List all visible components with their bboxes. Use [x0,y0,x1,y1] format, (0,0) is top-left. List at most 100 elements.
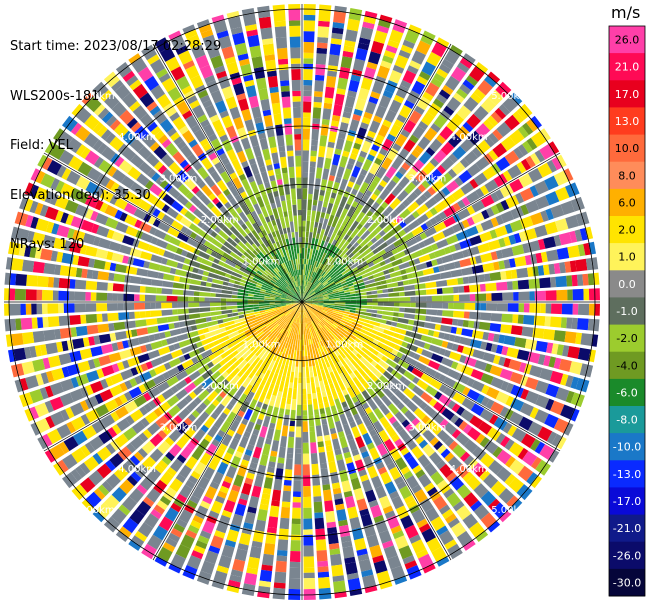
velocity-cell [369,120,381,134]
velocity-cell [107,166,118,177]
velocity-cell [406,273,414,279]
velocity-cell [302,399,307,405]
velocity-cell [377,298,389,302]
velocity-cell [285,267,291,278]
velocity-cell [356,498,368,511]
velocity-cell [523,315,535,325]
velocity-cell [292,311,298,322]
velocity-cell [381,138,394,152]
velocity-cell [346,205,356,218]
velocity-cell [344,556,356,564]
velocity-cell [337,354,347,366]
velocity-cell [282,239,288,251]
velocity-cell [347,90,357,98]
velocity-cell [231,484,241,493]
velocity-cell [204,297,210,302]
velocity-cell [427,329,435,337]
velocity-cell [364,315,371,320]
velocity-cell [431,337,444,347]
velocity-cell [54,195,69,210]
velocity-cell [128,386,142,399]
velocity-cell [56,341,64,353]
velocity-cell [310,237,316,249]
velocity-cell [534,290,546,301]
velocity-cell [258,11,271,19]
velocity-cell [394,327,402,334]
velocity-cell [262,43,275,56]
velocity-cell [184,29,198,39]
velocity-cell [167,86,182,102]
velocity-cell [436,525,449,536]
velocity-cell [269,305,276,307]
velocity-cell [284,336,289,343]
velocity-cell [222,379,229,387]
velocity-cell [270,279,276,285]
velocity-cell [473,88,486,100]
velocity-cell [245,266,257,275]
velocity-cell [308,289,313,294]
velocity-cell [349,312,361,318]
velocity-cell [331,239,337,246]
velocity-cell [248,354,258,365]
velocity-cell [349,269,360,278]
velocity-cell [122,340,129,349]
velocity-cell [322,362,329,374]
velocity-cell [177,407,191,421]
velocity-cell [221,452,233,465]
velocity-cell [185,479,196,489]
velocity-cell [369,429,378,437]
velocity-cell [417,327,429,335]
velocity-cell [182,130,195,144]
velocity-cell [409,504,420,514]
velocity-cell [175,269,187,277]
velocity-cell [274,283,280,288]
velocity-cell [312,474,321,486]
velocity-cell [83,456,99,472]
velocity-cell [60,212,69,224]
velocity-cell [333,580,346,593]
velocity-cell [328,130,337,143]
velocity-cell [142,456,156,471]
velocity-cell [216,129,227,138]
velocity-cell [330,38,342,45]
velocity-cell [281,96,291,108]
velocity-cell [440,483,451,494]
velocity-cell [415,235,423,243]
velocity-cell [560,373,569,386]
velocity-cell [369,201,380,214]
velocity-cell [469,522,485,538]
velocity-cell [208,152,218,161]
velocity-cell [324,157,332,170]
velocity-cell [381,355,388,362]
velocity-cell [491,163,502,174]
velocity-cell [271,290,282,296]
velocity-cell [258,231,264,239]
velocity-cell [104,399,119,412]
velocity-cell [454,260,461,269]
velocity-cell [176,75,190,91]
velocity-cell [463,439,478,454]
velocity-cell [404,495,415,505]
velocity-cell [85,292,91,301]
velocity-cell [214,530,226,539]
velocity-cell [224,162,235,175]
velocity-cell [306,305,311,309]
velocity-cell [420,223,429,231]
velocity-cell [213,348,225,358]
velocity-cell [357,155,365,163]
velocity-cell [43,262,56,275]
velocity-cell [489,229,498,239]
velocity-cell [295,323,299,335]
velocity-cell [355,160,363,168]
velocity-cell [147,270,159,279]
velocity-cell [278,312,284,317]
velocity-cell [129,455,141,466]
velocity-cell [302,199,307,210]
velocity-cell [243,334,254,344]
velocity-cell [282,347,287,354]
velocity-cell [191,409,200,419]
velocity-cell [237,98,249,111]
velocity-cell [303,475,311,487]
velocity-cell [279,278,288,287]
velocity-cell [109,194,119,205]
